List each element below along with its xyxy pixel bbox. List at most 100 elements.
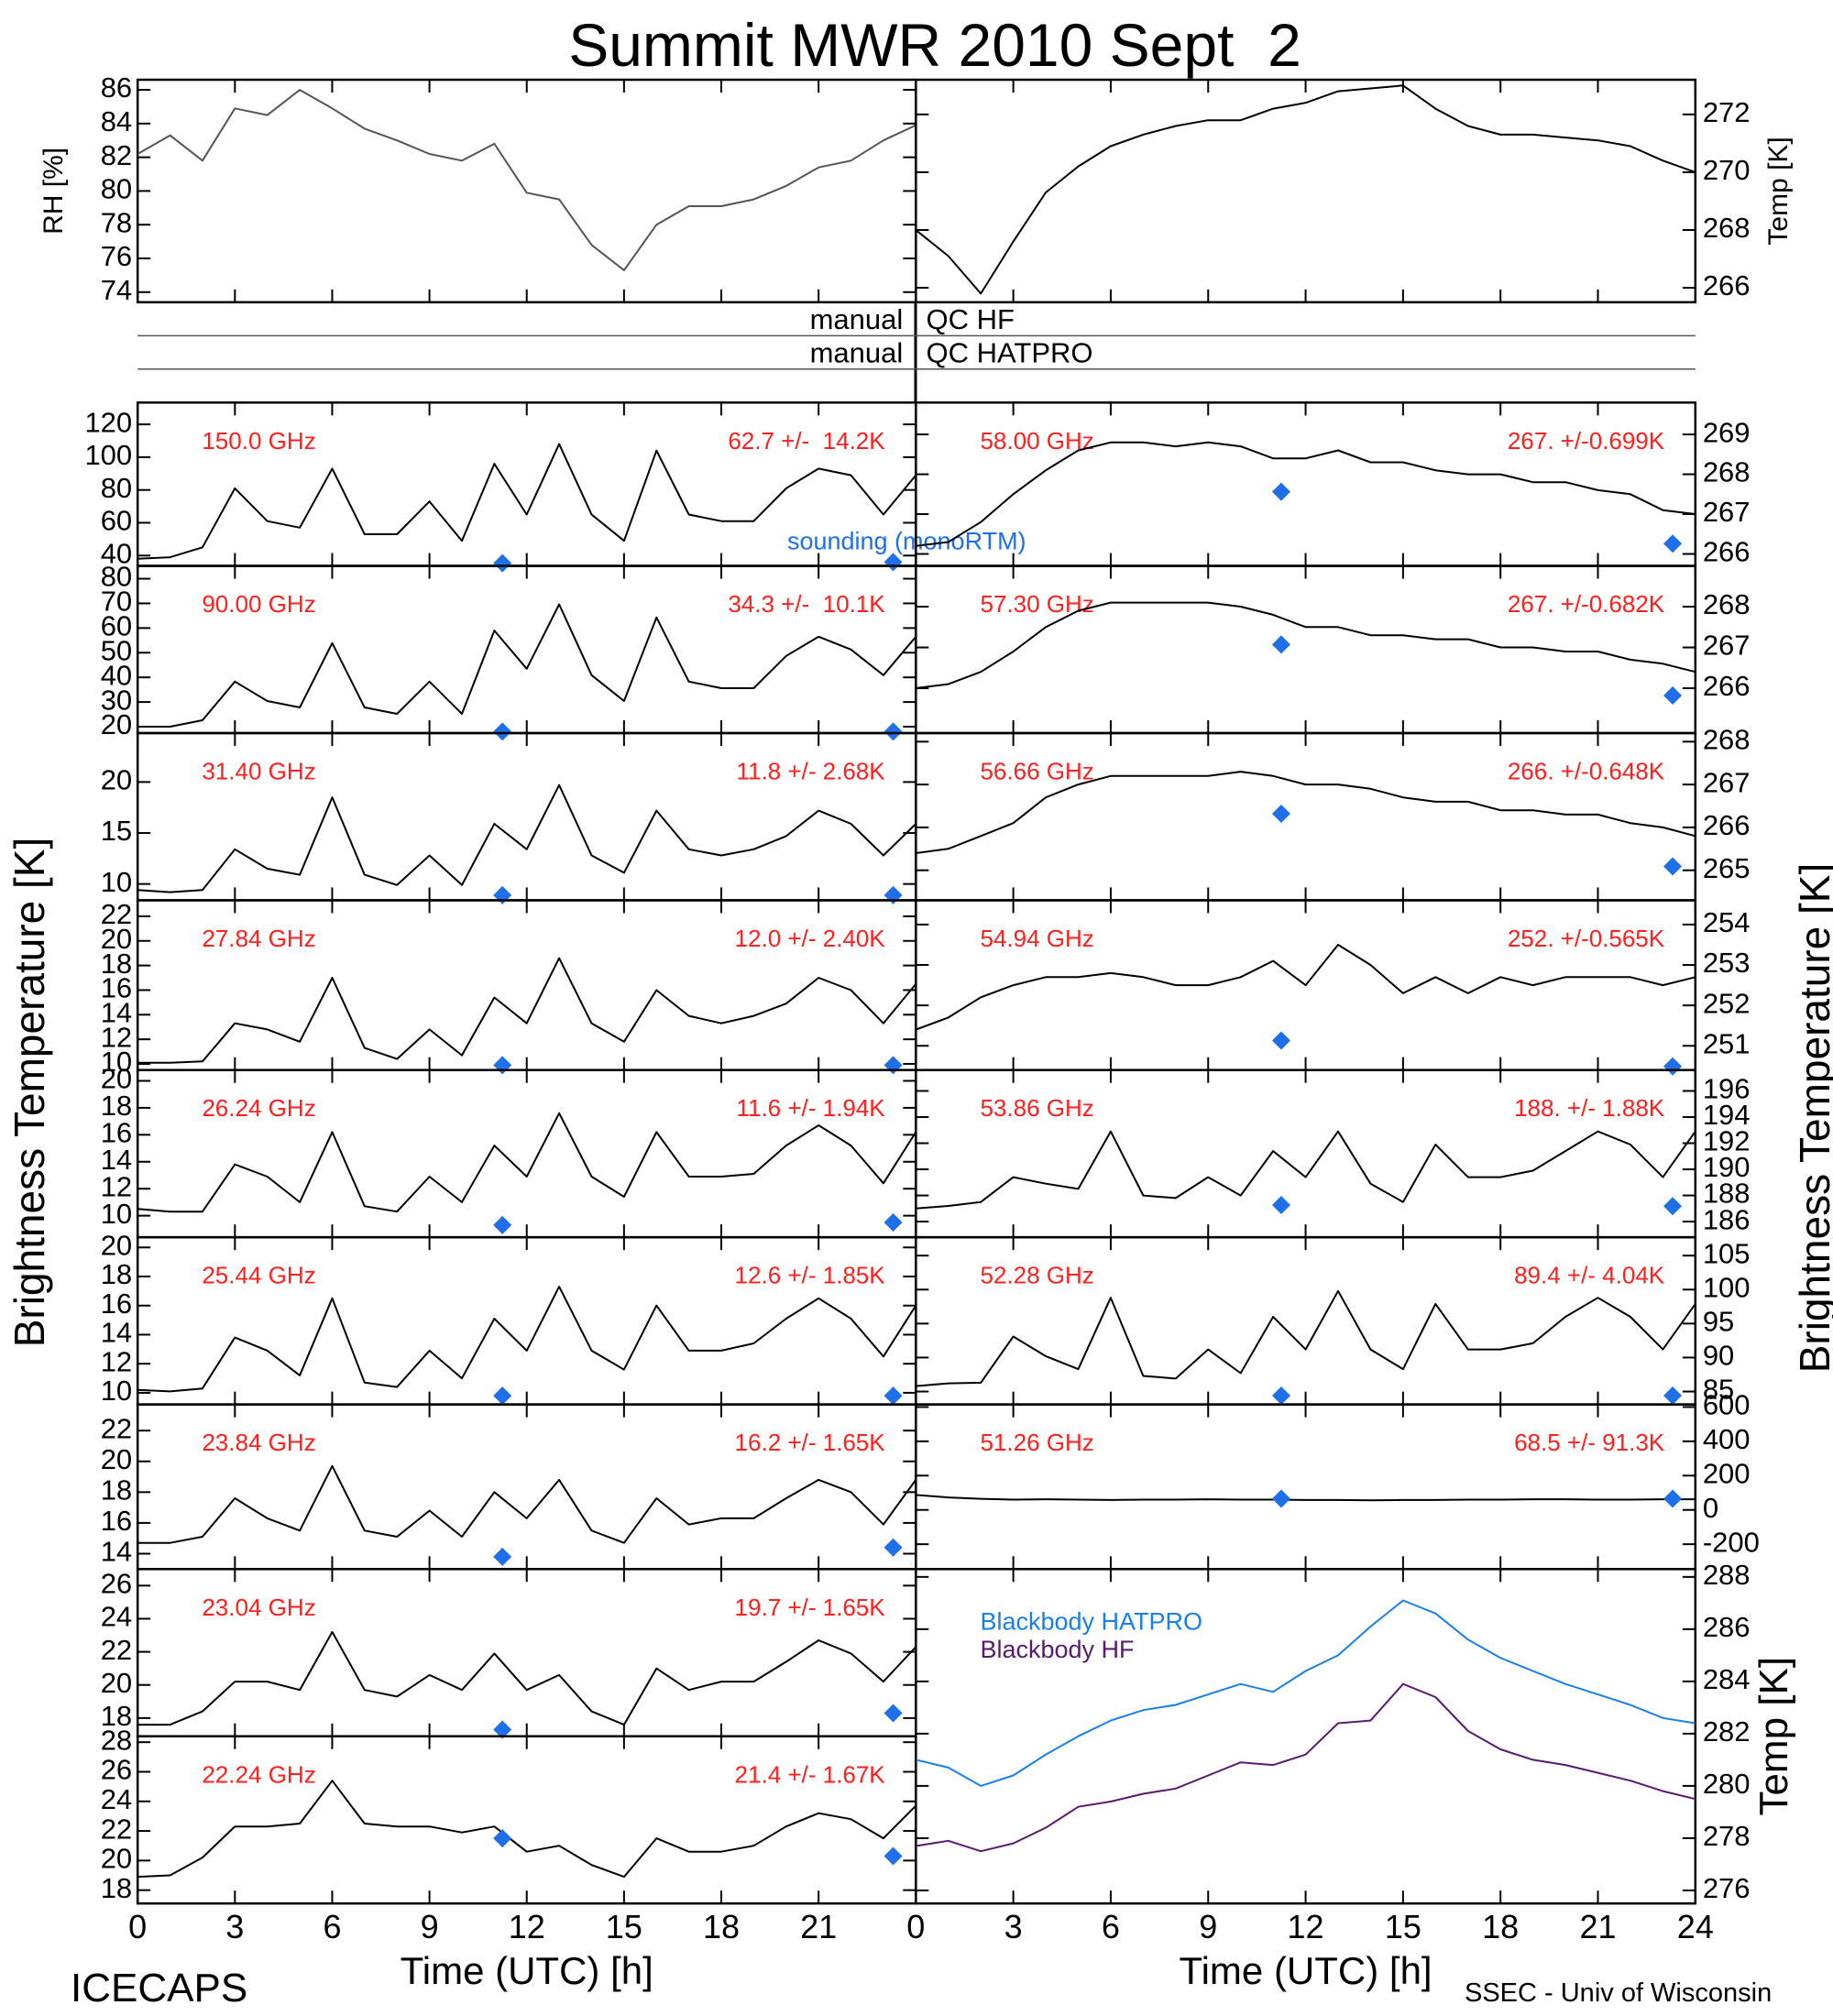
data-line bbox=[916, 1599, 1696, 1787]
sounding-marker bbox=[493, 1829, 512, 1848]
y-tick-label: 20 bbox=[101, 1843, 132, 1875]
sounding-marker bbox=[493, 885, 512, 904]
y-tick-label: 85 bbox=[1703, 1374, 1734, 1406]
y-tick-label: 26 bbox=[101, 1754, 132, 1786]
legend-label: sounding (monoRTM) bbox=[787, 527, 1026, 554]
channel-stats: 12.6 +/- 1.85K bbox=[735, 1262, 886, 1289]
channel-stats: 266. +/-0.648K bbox=[1508, 758, 1665, 785]
y-tick-label: 0 bbox=[1703, 1492, 1718, 1524]
y-tick-label: 95 bbox=[1703, 1306, 1734, 1338]
channel-label: 54.94 GHz bbox=[980, 925, 1093, 952]
sounding-marker bbox=[493, 722, 512, 741]
channel-stats: 11.8 +/- 2.68K bbox=[736, 758, 885, 785]
y-tick-label: 10 bbox=[101, 1046, 132, 1078]
y-tick-label: 18 bbox=[101, 1872, 132, 1904]
y-tick-label: 10 bbox=[101, 1375, 132, 1407]
sounding-marker bbox=[1663, 1057, 1683, 1076]
sounding-marker bbox=[493, 1386, 512, 1406]
y-tick-label: 12 bbox=[101, 1021, 132, 1053]
y-tick-label: 268 bbox=[1703, 724, 1751, 756]
y-tick-label: 186 bbox=[1703, 1203, 1751, 1235]
y-tick-label: 22 bbox=[101, 1813, 132, 1845]
y-tick-label: 120 bbox=[84, 406, 132, 438]
y-tick-label: 276 bbox=[1703, 1872, 1751, 1904]
y-tick-label: 266 bbox=[1703, 809, 1751, 841]
x-tick-label: 21 bbox=[800, 1908, 837, 1945]
sounding-marker bbox=[493, 1720, 512, 1739]
channel-label: 23.84 GHz bbox=[202, 1429, 315, 1456]
x-tick-label: 0 bbox=[128, 1908, 147, 1945]
sounding-marker bbox=[1663, 1386, 1683, 1405]
y-tick-label: 188 bbox=[1703, 1178, 1751, 1210]
y-tick-label: 20 bbox=[101, 764, 132, 796]
y-tick-label: 22 bbox=[101, 1634, 132, 1666]
data-line bbox=[915, 944, 1696, 1031]
y-axis-label-left: Brightness Temperature [K] bbox=[5, 838, 53, 1348]
x-tick-label: 18 bbox=[1482, 1908, 1519, 1945]
channel-label: 22.24 GHz bbox=[202, 1760, 315, 1788]
y-tick-label: 76 bbox=[101, 240, 132, 272]
data-line bbox=[916, 601, 1696, 689]
channel-label: 90.00 GHz bbox=[202, 590, 315, 618]
sounding-marker bbox=[493, 1215, 512, 1234]
x-axis-label: Time (UTC) [h] bbox=[401, 1949, 653, 1992]
y-tick-label: 16 bbox=[101, 972, 132, 1004]
y-tick-label: 280 bbox=[1703, 1768, 1751, 1800]
y-tick-label: 100 bbox=[1703, 1271, 1751, 1303]
sounding-marker bbox=[1663, 857, 1683, 876]
y-tick-label: 14 bbox=[101, 1536, 132, 1568]
data-line bbox=[916, 1494, 1696, 1502]
sounding-marker bbox=[1271, 482, 1290, 501]
y-tick-label: 24 bbox=[101, 1601, 132, 1633]
data-line bbox=[137, 957, 917, 1064]
y-tick-label: 100 bbox=[84, 439, 132, 471]
y-tick-label: 254 bbox=[1703, 906, 1751, 938]
y-tick-label: 40 bbox=[101, 659, 132, 691]
data-line bbox=[916, 771, 1696, 854]
figure-title: Summit MWR 2010 Sept 2 bbox=[568, 11, 1301, 79]
channel-stats: 16.2 +/- 1.65K bbox=[735, 1429, 886, 1456]
x-tick-label: 9 bbox=[1199, 1908, 1217, 1945]
channel-stats: 89.4 +/- 4.04K bbox=[1514, 1262, 1665, 1289]
channel-label: 57.30 GHz bbox=[980, 590, 1093, 618]
y-tick-label: 60 bbox=[101, 610, 132, 642]
qc-label: manual bbox=[810, 337, 904, 369]
y-tick-label: 20 bbox=[101, 923, 132, 955]
y-tick-label: 252 bbox=[1703, 987, 1751, 1019]
channel-label: 150.0 GHz bbox=[202, 427, 315, 455]
x-tick-label: 12 bbox=[1288, 1908, 1324, 1945]
y-tick-label: 269 bbox=[1703, 416, 1751, 448]
legend-label: Blackbody HF bbox=[980, 1636, 1134, 1663]
sounding-marker bbox=[493, 553, 512, 573]
sounding-marker bbox=[884, 1056, 903, 1075]
sounding-marker bbox=[884, 722, 903, 741]
y-tick-label: 16 bbox=[101, 1287, 132, 1320]
y-tick-label: 194 bbox=[1703, 1099, 1751, 1131]
qc-label: QC HF bbox=[927, 303, 1015, 335]
x-tick-label: 21 bbox=[1579, 1908, 1616, 1945]
x-tick-label: 12 bbox=[509, 1908, 545, 1945]
sounding-marker bbox=[884, 1386, 903, 1406]
y-tick-label: 22 bbox=[101, 898, 132, 930]
y-axis-label: Temp [K] bbox=[1763, 137, 1794, 245]
y-tick-label: 105 bbox=[1703, 1237, 1751, 1269]
y-tick-label: 26 bbox=[101, 1568, 132, 1600]
y-tick-label: 18 bbox=[101, 1474, 132, 1507]
data-line bbox=[137, 89, 916, 271]
y-tick-label: 20 bbox=[101, 1229, 132, 1261]
y-tick-label: 18 bbox=[101, 1700, 132, 1732]
y-tick-label: 12 bbox=[101, 1170, 132, 1202]
sounding-marker bbox=[1663, 1489, 1683, 1508]
x-tick-label: 6 bbox=[1102, 1908, 1120, 1945]
sounding-marker bbox=[1663, 1197, 1683, 1216]
channel-stats: 21.4 +/- 1.67K bbox=[735, 1760, 886, 1788]
y-tick-label: 266 bbox=[1703, 536, 1751, 568]
sounding-marker bbox=[884, 885, 903, 904]
y-tick-label: 192 bbox=[1703, 1125, 1751, 1157]
sounding-marker bbox=[1271, 1031, 1290, 1050]
y-tick-label: 20 bbox=[101, 1063, 132, 1095]
y-tick-label: 268 bbox=[1703, 588, 1751, 620]
y-tick-label: 86 bbox=[101, 71, 132, 104]
sounding-marker bbox=[1271, 804, 1290, 823]
